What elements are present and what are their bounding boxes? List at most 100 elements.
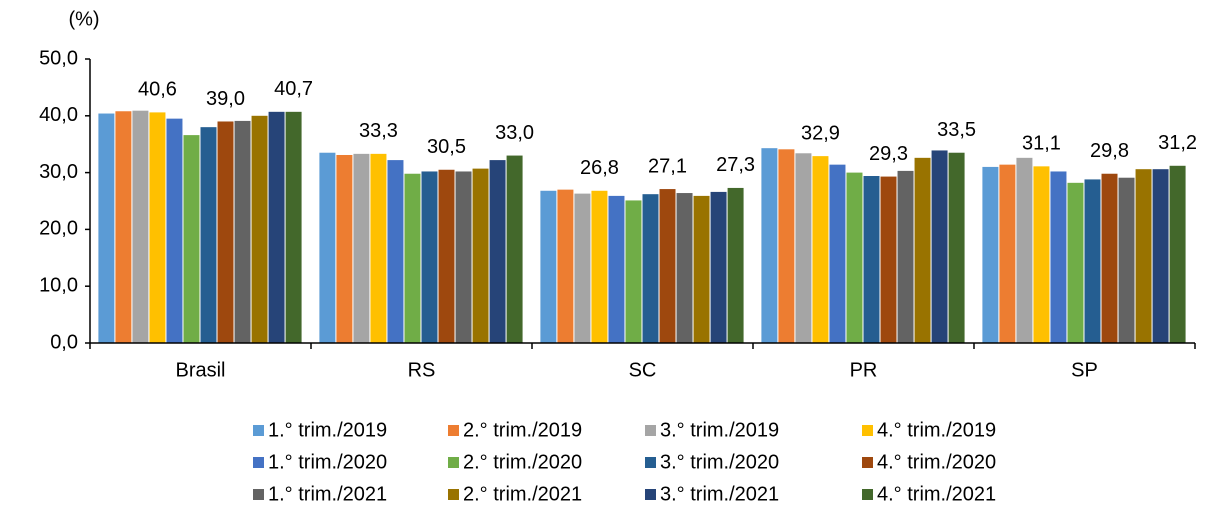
bar: [931, 150, 948, 343]
y-tick-label: 50,0: [39, 47, 78, 69]
bar: [353, 153, 370, 343]
bar: [387, 160, 404, 343]
bar: [251, 115, 268, 343]
data-label: 40,7: [274, 78, 313, 100]
data-label: 33,3: [359, 120, 398, 142]
bar: [506, 155, 523, 343]
bar: [234, 120, 251, 343]
y-tick-label: 20,0: [39, 218, 78, 240]
data-label: 26,8: [580, 157, 619, 179]
y-tick-label: 0,0: [50, 331, 78, 353]
bar: [1016, 157, 1033, 343]
bar: [455, 171, 472, 343]
bar: [846, 172, 863, 343]
bar: [897, 170, 914, 343]
bar: [132, 110, 149, 343]
legend-label: 3.° trim./2020: [660, 451, 779, 473]
data-label: 31,2: [1158, 132, 1197, 154]
bar: [200, 127, 217, 343]
bar: [625, 200, 642, 343]
bar: [149, 112, 166, 343]
bar: [1084, 179, 1101, 343]
bar: [183, 135, 200, 343]
bar: [421, 171, 438, 343]
data-label: 31,1: [1022, 133, 1061, 155]
bar: [370, 153, 387, 343]
bar: [642, 194, 659, 343]
legend-swatch: [253, 489, 264, 500]
bar: [404, 173, 421, 343]
legend-swatch: [448, 489, 459, 500]
data-label: 33,5: [937, 119, 976, 141]
bar: [1050, 171, 1067, 343]
bar: [574, 193, 591, 343]
bar: [319, 152, 336, 343]
legend-swatch: [862, 425, 873, 436]
bar: [336, 154, 353, 343]
bar: [914, 157, 931, 343]
bar: [795, 153, 812, 343]
x-tick-label: SC: [629, 359, 657, 381]
data-label: 29,8: [1090, 140, 1129, 162]
legend-swatch: [862, 489, 873, 500]
bar: [115, 111, 132, 343]
bar: [1118, 177, 1135, 343]
legend-swatch: [645, 425, 656, 436]
y-axis-label: (%): [68, 8, 99, 30]
data-label: 40,6: [138, 79, 177, 101]
data-label: 32,9: [801, 122, 840, 144]
legend-label: 4.° trim./2020: [877, 451, 996, 473]
legend-label: 1.° trim./2021: [268, 483, 387, 505]
y-tick-label: 40,0: [39, 104, 78, 126]
legend-swatch: [253, 457, 264, 468]
data-label: 27,3: [716, 154, 755, 176]
legend-label: 2.° trim./2021: [463, 483, 582, 505]
bar: [608, 195, 625, 343]
data-label: 39,0: [206, 88, 245, 110]
legend-swatch: [645, 489, 656, 500]
legend-label: 1.° trim./2020: [268, 451, 387, 473]
legend-label: 4.° trim./2019: [877, 419, 996, 441]
bar: [1067, 182, 1084, 343]
data-label: 30,5: [427, 136, 466, 158]
legend-swatch: [645, 457, 656, 468]
legend-swatch: [862, 457, 873, 468]
bar: [472, 168, 489, 343]
data-label: 29,3: [869, 143, 908, 165]
bar: [812, 156, 829, 343]
legend-label: 3.° trim./2019: [660, 419, 779, 441]
bar: [268, 111, 285, 343]
bar: [1169, 165, 1186, 343]
x-tick-label: SP: [1071, 359, 1098, 381]
y-tick-label: 30,0: [39, 161, 78, 183]
bar: [489, 160, 506, 343]
bar: [1152, 169, 1169, 343]
bar: [217, 121, 234, 343]
bar: [1033, 166, 1050, 343]
bar: [693, 195, 710, 343]
bar: [285, 111, 302, 343]
bar: [1101, 173, 1118, 343]
bar: [948, 152, 965, 343]
legend-label: 4.° trim./2021: [877, 483, 996, 505]
bar: [659, 189, 676, 343]
y-tick-label: 10,0: [39, 274, 78, 296]
legend-label: 3.° trim./2021: [660, 483, 779, 505]
x-tick-label: Brasil: [175, 359, 225, 381]
bar: [676, 193, 693, 343]
bar: [829, 164, 846, 343]
bar: [438, 169, 455, 343]
bar: [727, 187, 744, 343]
x-tick-label: RS: [408, 359, 436, 381]
bar: [863, 176, 880, 343]
bar: [761, 148, 778, 343]
bar: [557, 189, 574, 343]
legend-label: 2.° trim./2019: [463, 419, 582, 441]
bar: [98, 113, 115, 343]
legend-swatch: [448, 425, 459, 436]
legend-swatch: [253, 425, 264, 436]
bar: [540, 190, 557, 343]
bar: [166, 118, 183, 343]
legend-swatch: [448, 457, 459, 468]
